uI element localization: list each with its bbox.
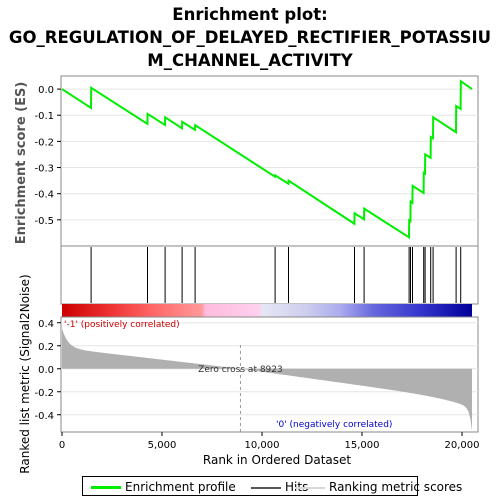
legend-swatch-hits bbox=[251, 486, 281, 489]
legend-label-enrichment: Enrichment profile bbox=[125, 480, 236, 494]
es-y-ticks: 0.0 -0.1 -0.2 -0.3 -0.4 -0.5 bbox=[34, 85, 61, 227]
ranked-y-ticks: 0.4 0.2 0.0 -0.2 -0.4 bbox=[34, 319, 61, 422]
es-tick-label: -0.4 bbox=[34, 190, 54, 201]
chart-title-line3: M_CHANNEL_ACTIVITY bbox=[147, 51, 353, 70]
ranked-tick-label: 0.2 bbox=[38, 342, 54, 353]
ranked-tick-label: -0.2 bbox=[34, 388, 54, 399]
es-panel-frame bbox=[60, 75, 479, 247]
es-tick-label: 0.0 bbox=[38, 85, 54, 96]
chart-title-line1: Enrichment plot: bbox=[172, 5, 328, 24]
es-y-axis-label: Enrichment score (ES) bbox=[14, 82, 29, 245]
x-tick-label: 15,000 bbox=[345, 440, 380, 451]
x-tick-label: 10,000 bbox=[245, 440, 280, 451]
enrichment-profile-line bbox=[61, 79, 473, 240]
ranked-tick-label: -0.4 bbox=[34, 411, 54, 422]
es-tick-label: -0.1 bbox=[34, 111, 54, 122]
es-tick-label: -0.2 bbox=[34, 137, 54, 148]
es-tick-label: -0.5 bbox=[34, 216, 54, 227]
legend-label-ranking: Ranking metric scores bbox=[329, 480, 463, 494]
x-axis-label: Rank in Ordered Dataset bbox=[203, 453, 351, 467]
legend-swatch-ranking bbox=[295, 486, 325, 489]
hits-marks bbox=[90, 247, 462, 303]
legend: Enrichment profile Hits Ranking metric s… bbox=[82, 476, 462, 496]
legend-swatch-enrichment bbox=[91, 486, 121, 489]
legend-item-ranking: Ranking metric scores bbox=[295, 479, 462, 495]
ranking-metric-area bbox=[62, 328, 472, 431]
negative-correlation-label: '0' (negatively correlated) bbox=[276, 420, 392, 430]
x-axis-ticks: 0 5,000 10,000 15,000 20,000 bbox=[59, 432, 480, 451]
ranked-tick-label: 0.0 bbox=[38, 365, 54, 376]
chart-title-line2: GO_REGULATION_OF_DELAYED_RECTIFIER_POTAS… bbox=[8, 28, 492, 47]
ranked-tick-label: 0.4 bbox=[38, 319, 54, 330]
es-gridlines bbox=[61, 88, 478, 221]
hits-panel-frame bbox=[60, 245, 479, 305]
ranked-y-axis-label: Ranked list metric (Signal2Noise) bbox=[18, 274, 32, 473]
x-tick-label: 20,000 bbox=[445, 440, 480, 451]
positive-correlation-label: '-1' (positively correlated) bbox=[64, 320, 180, 330]
x-tick-label: 5,000 bbox=[148, 440, 177, 451]
es-tick-label: -0.3 bbox=[34, 164, 54, 175]
zero-cross-label: Zero cross at 8923 bbox=[198, 365, 283, 375]
legend-item-enrichment: Enrichment profile bbox=[91, 479, 236, 495]
x-tick-label: 0 bbox=[59, 440, 65, 451]
ranking-color-bar bbox=[62, 304, 472, 317]
